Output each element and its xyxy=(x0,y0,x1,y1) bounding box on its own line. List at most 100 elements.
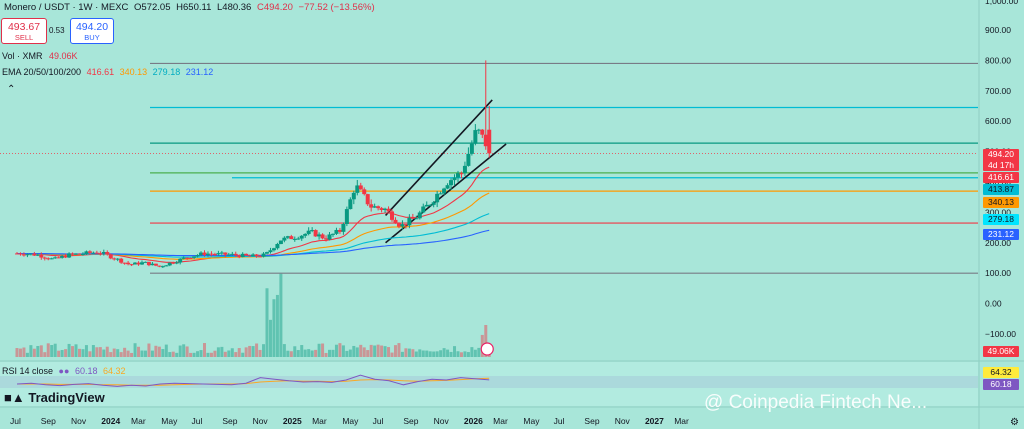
sell-label: SELL xyxy=(14,33,34,42)
time-axis-tick: Jul xyxy=(554,416,565,426)
price-axis-tick: −100.00 xyxy=(985,329,1016,339)
volume-bar xyxy=(126,350,130,357)
candle xyxy=(462,161,467,177)
candle-body xyxy=(240,253,245,258)
candle xyxy=(139,260,144,265)
candle-body xyxy=(459,173,464,175)
volume-bar xyxy=(331,349,335,357)
candle-body xyxy=(480,129,485,135)
price-label-level: 413.87 xyxy=(983,184,1019,195)
candle-body xyxy=(91,252,96,254)
volume-bar xyxy=(102,349,106,357)
candle xyxy=(386,206,391,212)
volume-bar xyxy=(418,349,422,357)
volume-bar xyxy=(50,345,54,357)
volume-bar xyxy=(303,349,307,357)
sell-button[interactable]: 493.67 SELL xyxy=(1,18,47,44)
high-value: H650.11 xyxy=(176,2,212,13)
candle xyxy=(258,254,263,258)
buy-button[interactable]: 494.20 BUY xyxy=(70,18,114,44)
change-value: −77.52 (−13.56%) xyxy=(298,2,375,13)
symbol-title[interactable]: Monero / USDT · 1W · MEXC xyxy=(4,2,129,13)
candle-body xyxy=(115,258,120,260)
candle-body xyxy=(351,192,356,200)
volume-bar xyxy=(137,346,141,357)
candle xyxy=(49,257,54,260)
candle xyxy=(14,252,19,255)
volume-bar xyxy=(345,350,349,357)
candle xyxy=(476,128,481,135)
volume-legend[interactable]: Vol · XMR 49.06K xyxy=(2,51,78,61)
candle-body xyxy=(428,204,433,206)
candle-body xyxy=(42,257,47,259)
volume-bar xyxy=(43,352,47,357)
candle-body xyxy=(21,254,26,256)
volume-bar xyxy=(387,347,391,357)
time-axis-tick: Nov xyxy=(434,416,450,426)
candle xyxy=(77,253,82,255)
candle xyxy=(244,253,249,256)
volume-bar xyxy=(171,351,175,357)
volume-bar xyxy=(227,350,231,357)
candle-body xyxy=(386,208,391,212)
candle xyxy=(70,252,75,257)
candle xyxy=(136,261,141,266)
candle-body xyxy=(112,258,117,260)
volume-bar xyxy=(338,343,342,357)
time-axis-tick: Nov xyxy=(71,416,87,426)
candle-body xyxy=(320,234,325,239)
rsi-settings-icon[interactable]: ●● xyxy=(58,366,70,376)
candle-body xyxy=(160,266,165,268)
candle-body xyxy=(122,262,127,264)
volume-bar xyxy=(119,352,123,357)
volume-bar xyxy=(15,348,19,357)
volume-bar xyxy=(57,350,61,357)
candle xyxy=(122,262,127,265)
candle xyxy=(396,222,401,229)
candle-body xyxy=(174,262,179,264)
time-settings-icon[interactable]: ⚙ xyxy=(1010,417,1019,428)
volume-bar xyxy=(178,345,182,357)
price-axis-tick: 200.00 xyxy=(985,238,1011,248)
volume-bar xyxy=(407,348,411,357)
tradingview-logo[interactable]: ■▲ TradingView xyxy=(4,390,105,405)
collapse-legend-icon[interactable]: ⌃ xyxy=(7,84,16,95)
ema-legend[interactable]: EMA 20/50/100/200 416.61 340.13 279.18 2… xyxy=(2,67,213,77)
candle xyxy=(438,191,443,195)
volume-bar xyxy=(307,349,311,357)
candle xyxy=(28,253,33,256)
candle-body xyxy=(396,223,401,227)
ema-legend-label: EMA 20/50/100/200 xyxy=(2,67,82,77)
time-axis-tick: Sep xyxy=(41,416,56,426)
candle xyxy=(35,253,40,257)
volume-bar xyxy=(22,347,26,357)
volume-bar xyxy=(425,350,429,357)
candle xyxy=(324,235,329,242)
rsi-line xyxy=(16,374,490,387)
volume-bar xyxy=(133,343,137,357)
candle xyxy=(91,251,96,254)
price-axis-tick: 0.00 xyxy=(985,299,1002,309)
candle-body xyxy=(129,264,134,266)
rsi-legend[interactable]: RSI 14 close ●● 60.18 64.32 xyxy=(2,366,126,376)
price-axis-tick: 800.00 xyxy=(985,55,1011,65)
volume-bar xyxy=(67,343,71,357)
time-axis-tick: Mar xyxy=(493,416,508,426)
candle xyxy=(417,210,422,220)
candle xyxy=(431,200,436,208)
candle-body xyxy=(178,258,183,263)
volume-bar xyxy=(154,345,158,357)
volume-bar xyxy=(206,352,210,357)
volume-bar xyxy=(60,349,64,357)
volume-bar xyxy=(390,352,394,357)
candle-body xyxy=(417,212,422,219)
candle xyxy=(282,236,287,243)
candle-body xyxy=(35,254,40,256)
candle xyxy=(320,233,325,240)
close-value: C494.20 xyxy=(256,2,293,13)
candle-body xyxy=(400,224,405,227)
price-label-ema100: 279.18 xyxy=(983,214,1019,225)
candle xyxy=(171,261,176,265)
